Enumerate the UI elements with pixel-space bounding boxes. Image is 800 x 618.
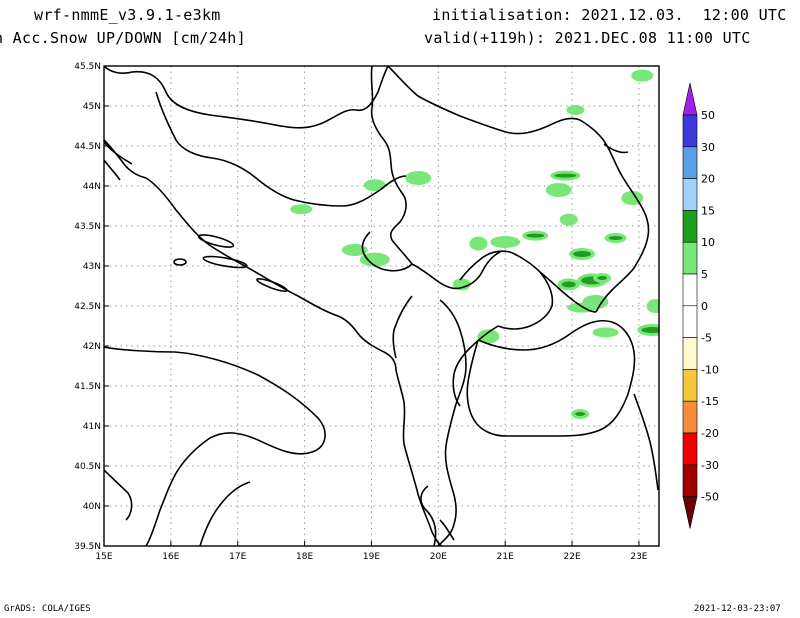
colorbar-segment	[682, 337, 698, 370]
colorbar-segment	[682, 464, 698, 497]
colorbar-label: 15	[701, 204, 715, 217]
lon-tick-label: 21E	[497, 552, 514, 562]
snow-patch-core	[526, 233, 545, 238]
snow-patch	[545, 183, 572, 197]
colorbar-segment	[682, 146, 698, 179]
colorbar-label: 5	[701, 268, 708, 281]
lat-tick-label: 40N	[83, 502, 101, 512]
italy-heel	[104, 469, 133, 521]
snow-patch	[490, 236, 521, 248]
colorbar-segment	[682, 241, 698, 275]
snow-patch	[363, 179, 386, 192]
colorbar-segment	[682, 114, 698, 148]
italy-gulf	[199, 481, 251, 546]
lat-tick-label: 45.5N	[74, 62, 101, 72]
colorbar-label: -50	[701, 491, 719, 504]
valid-time: valid(+119h): 2021.DEC.08 11:00 UTC	[424, 29, 751, 47]
lon-tick-label: 18E	[296, 552, 313, 562]
colorbar-label: 0	[701, 300, 708, 313]
lat-tick-label: 44N	[83, 182, 101, 192]
snow-patch	[469, 236, 488, 251]
colorbar-segment	[682, 432, 698, 466]
lon-tick-label: 16E	[162, 552, 179, 562]
lat-tick-label: 41N	[83, 422, 101, 432]
snow-patch-core	[573, 251, 592, 257]
field-title: n Acc.Snow UP/DOWN [cm/24h]	[0, 29, 246, 47]
lon-tick-label: 22E	[564, 552, 581, 562]
italy-coastline	[104, 346, 326, 546]
snow-patch	[452, 278, 471, 291]
colorbar-label: -30	[701, 459, 719, 472]
snow-patches	[290, 69, 659, 419]
colorbar-label: 30	[701, 141, 715, 154]
snow-patch	[359, 252, 390, 267]
colorbar-label: -15	[701, 395, 719, 408]
lon-tick-label: 23E	[630, 552, 647, 562]
lat-tick-label: 45N	[83, 102, 101, 112]
lat-tick-label: 44.5N	[74, 142, 101, 152]
borders-coastlines	[104, 66, 659, 546]
lat-tick-label: 43.5N	[74, 222, 101, 232]
snow-patch-core	[608, 236, 623, 240]
snow-patch	[477, 329, 500, 344]
snow-patch	[405, 171, 432, 185]
latitude-axis: 39.5N 40N 40.5N 41N 41.5N 42N 42.5N 43N 43.5N 44N…	[74, 62, 109, 552]
colorbar-label: -5	[701, 332, 712, 345]
render-timestamp: 2021-12-03-23:07	[694, 604, 781, 614]
lat-tick-label: 42.5N	[74, 302, 101, 312]
colorbar-segment	[682, 273, 698, 307]
colorbar-label: 10	[701, 236, 715, 249]
lat-tick-label: 39.5N	[74, 542, 101, 552]
colorbar-segment	[682, 369, 698, 402]
colorbar-label: -20	[701, 427, 719, 440]
snow-patch-core	[575, 412, 586, 416]
colorbar-label: 20	[701, 173, 715, 186]
lat-tick-label: 43N	[83, 262, 101, 272]
colorbar-label: 50	[701, 109, 715, 122]
snow-patch-core	[597, 276, 608, 280]
snow-patch-core	[561, 281, 576, 288]
snow-patch	[290, 204, 313, 215]
snow-patch	[646, 299, 659, 313]
longitude-axis: 15E 16E 17E 18E 19E 20E 21E 22E 23E	[95, 541, 648, 562]
snow-patch	[592, 327, 619, 338]
snow-patch-core	[641, 327, 659, 333]
lon-tick-label: 19E	[363, 552, 380, 562]
snow-patch	[559, 213, 578, 226]
lat-tick-label: 41.5N	[74, 382, 101, 392]
init-time: initialisation: 2021.12.03. 12:00 UTC	[432, 6, 787, 24]
macedonia-border	[466, 319, 636, 437]
snow-patch	[341, 244, 368, 256]
colorbar-segment	[682, 178, 698, 211]
colorbar-segment	[682, 210, 698, 243]
lon-tick-label: 15E	[95, 552, 112, 562]
grads-credit: GrADS: COLA/IGES	[4, 604, 91, 614]
lat-tick-label: 40.5N	[74, 462, 101, 472]
snow-patch-core	[554, 173, 577, 178]
snow-patch	[631, 69, 654, 82]
snow-patch	[566, 105, 585, 115]
lat-tick-label: 42N	[83, 342, 101, 352]
north-border	[104, 66, 389, 129]
kosovo-border	[459, 250, 554, 330]
balkan-coastline	[104, 139, 443, 546]
colorbar-segment	[682, 305, 698, 338]
colorbar-bottom-arrow	[682, 496, 698, 529]
lon-tick-label: 20E	[430, 552, 447, 562]
model-title: wrf-nmmE_v3.9.1-e3km	[34, 6, 221, 24]
lon-tick-label: 17E	[229, 552, 246, 562]
colorbar-label: -10	[701, 363, 719, 376]
colorbar-segment	[682, 400, 698, 434]
colorbar-top-arrow	[682, 82, 698, 116]
